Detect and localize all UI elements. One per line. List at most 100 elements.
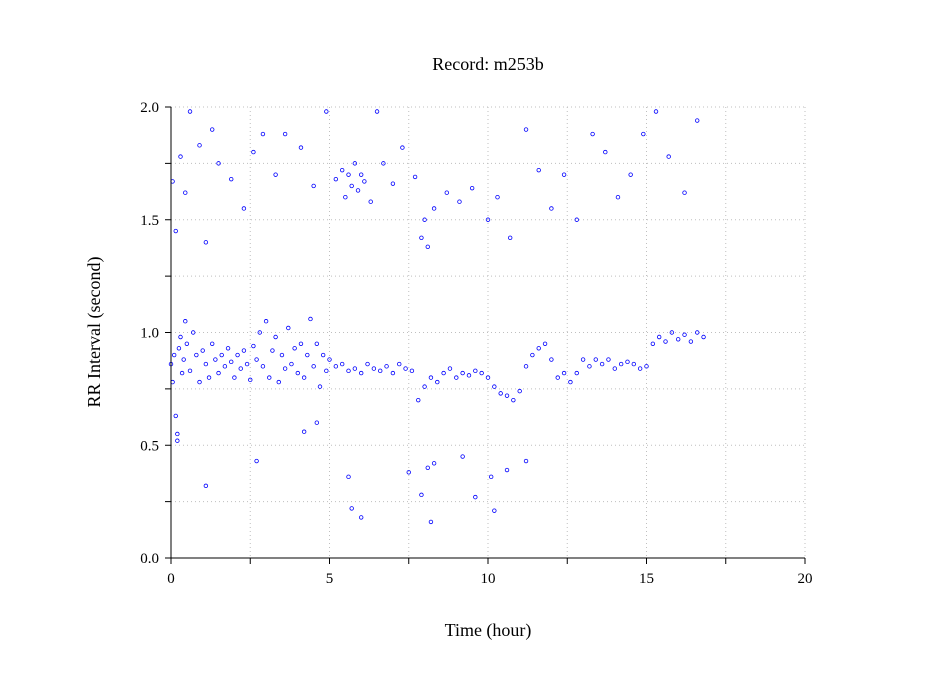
data-point [695,118,700,123]
data-point [260,364,266,369]
data-point [378,368,383,374]
data-point [267,375,272,380]
data-point [406,470,411,475]
data-point [292,346,297,351]
data-point [650,341,656,346]
data-point [517,388,522,394]
data-point [485,217,491,222]
x-tick-label: 15 [639,571,654,587]
y-tick-label: 2.0 [140,100,159,116]
data-point [485,375,491,380]
data-point [641,131,646,137]
data-point [431,461,437,466]
data-point [339,167,345,173]
data-point [190,330,196,335]
data-point [523,127,529,132]
data-point [175,438,180,443]
data-point [425,465,430,470]
data-point [549,357,554,362]
data-point [197,379,202,385]
data-point [298,341,304,346]
data-point [428,519,434,525]
data-point [536,167,541,173]
data-point [504,467,510,473]
x-tick-label: 20 [798,571,813,587]
data-point [181,357,186,362]
data-point [203,361,209,367]
data-point [200,348,205,353]
x-tick-label: 10 [481,571,496,587]
data-point [507,235,513,240]
data-point [523,458,529,464]
data-point [241,348,247,353]
y-tick-label: 0.0 [140,551,159,567]
data-point [359,515,364,520]
data-point [173,228,178,234]
data-point [232,375,237,380]
data-point [203,483,209,489]
data-point [431,206,437,211]
data-point [444,190,449,195]
data-point [530,352,535,358]
data-point [251,149,256,155]
grid-lines [170,106,806,559]
data-point [317,384,323,389]
data-point [311,364,316,369]
data-point [324,368,329,374]
data-point [688,339,694,344]
data-point [612,366,617,371]
chart-title: Record: m253b [432,54,543,74]
data-point [273,334,278,340]
data-point [447,366,453,371]
data-point [460,454,465,459]
data-point [390,370,396,376]
data-point [210,127,215,132]
data-point [311,183,316,189]
data-point [346,368,351,374]
data-point [187,109,193,114]
tick-marks [165,106,806,564]
data-point [637,366,643,371]
data-point [441,370,446,376]
data-point [561,172,567,177]
y-tick-label: 1.0 [140,326,159,342]
data-point [603,149,608,155]
data-point [179,370,185,376]
data-point [238,366,243,371]
data-point [397,361,402,367]
data-point [225,346,231,351]
data-point [178,334,183,340]
data-point [298,145,304,150]
data-point [343,194,348,200]
data-point [327,357,332,362]
data-point [574,370,579,376]
data-point [270,348,275,353]
data-point [244,361,250,367]
data-point [656,334,662,340]
data-point [403,366,408,371]
data-point [210,341,215,346]
y-tick-label: 0.5 [140,438,159,454]
data-point [197,143,202,148]
data-point [428,375,434,380]
data-point [561,370,567,376]
data-point [504,393,510,398]
data-point [254,357,259,362]
data-point [339,361,345,367]
data-point [469,185,475,191]
data-point [412,174,418,180]
data-point [362,179,367,184]
data-point [320,352,326,358]
data-point [599,361,605,367]
data-point [235,352,240,358]
data-point [492,508,497,513]
data-point [229,176,234,182]
data-point [628,172,633,177]
data-point [644,364,649,369]
data-point [542,341,548,346]
data-point [260,131,266,137]
data-point [349,183,354,189]
data-point [187,368,193,374]
data-point [305,352,310,358]
data-point [374,109,380,114]
